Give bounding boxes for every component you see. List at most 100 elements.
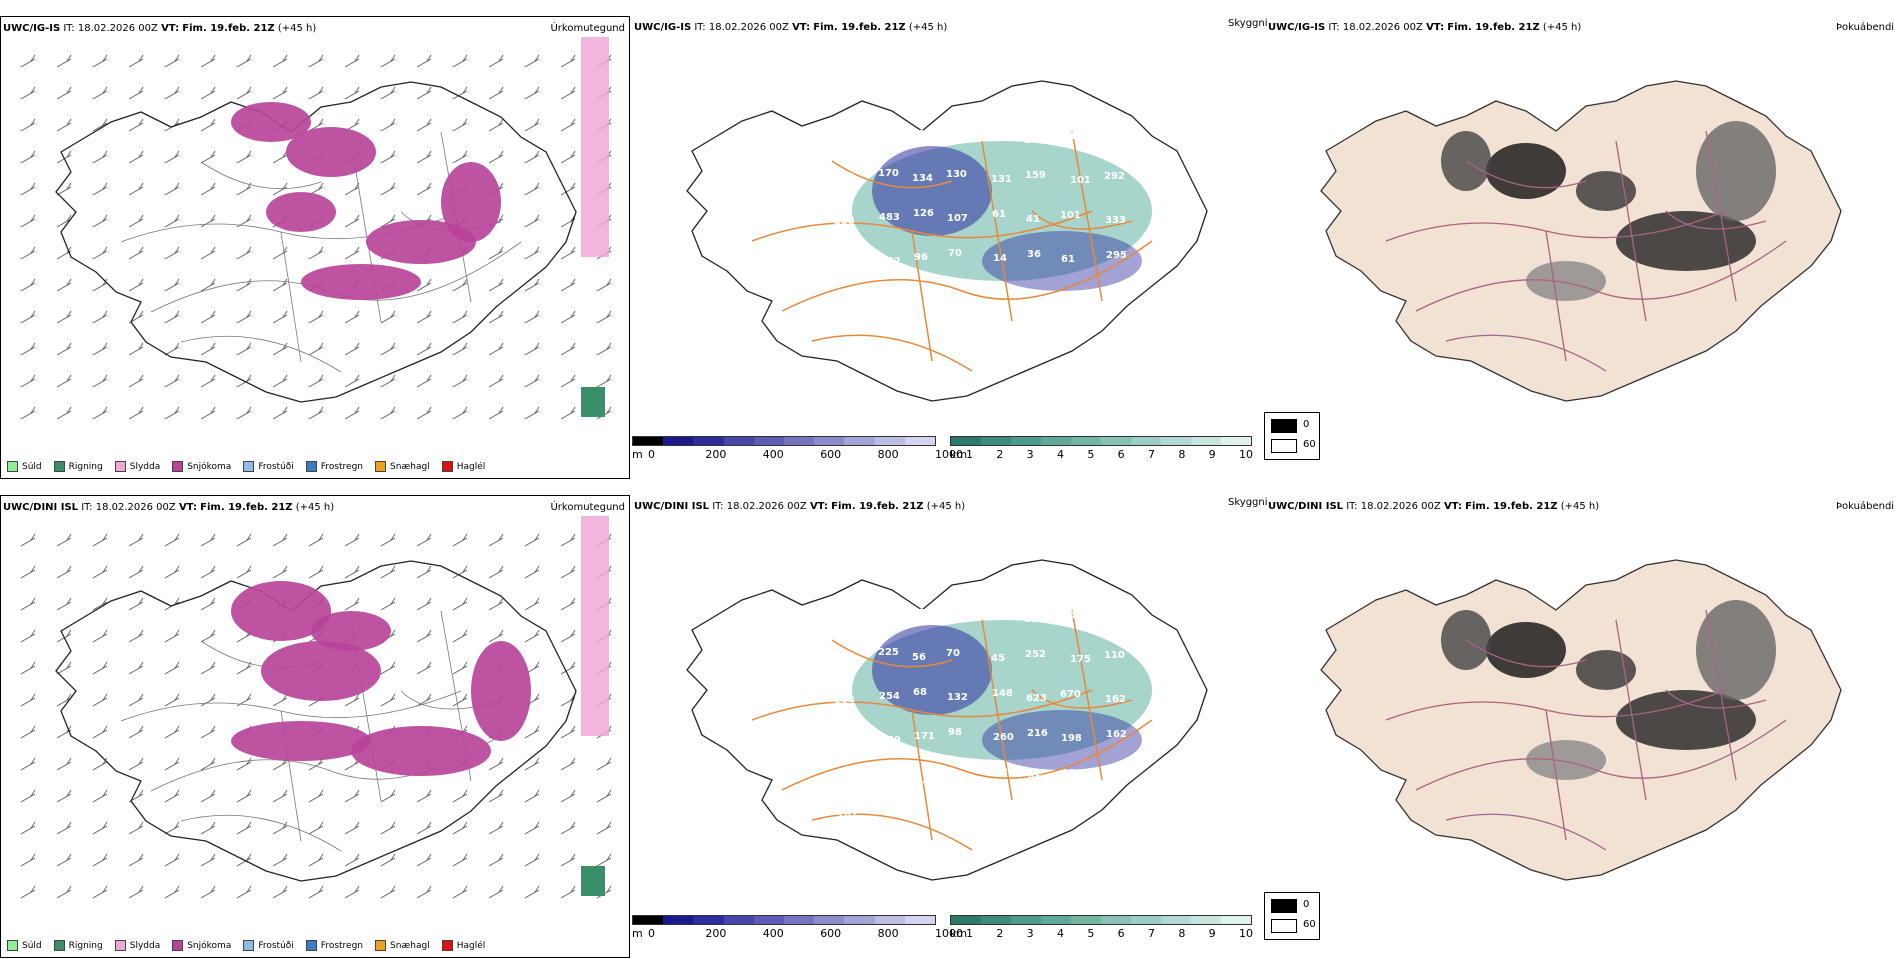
wind-barb: [380, 150, 396, 164]
colorbar-bin: [1161, 437, 1191, 445]
colorbar-tick: 200: [705, 927, 727, 940]
visibility-value-label: 200: [1024, 135, 1045, 146]
wind-barb: [380, 533, 396, 547]
legend-swatch: [114, 940, 126, 951]
wind-barb: [452, 693, 468, 707]
wind-barb: [308, 342, 324, 356]
visibility-map: 219 30 952 178 129 159 365 188 190 225 56 70 45 252 17…: [686, 559, 1208, 881]
colorbar-tick: 8: [1178, 927, 1186, 940]
visibility-value-label: 139: [880, 735, 901, 746]
wind-barb: [92, 629, 108, 643]
visibility-value-label: 116: [835, 251, 856, 262]
fog-index-area: [1616, 211, 1756, 271]
visibility-value-label: 134: [912, 173, 933, 184]
visibility-value-label: 126: [913, 208, 934, 219]
visibility-colorbars-row1: m 0 200 400 600 800 1000 km 1 2 3 4 5 6 7 8 9 10: [632, 436, 1272, 466]
colorbar-bin: [663, 437, 694, 445]
road-line: [1071, 130, 1103, 302]
wind-barb: [272, 789, 288, 803]
wind-barb: [452, 278, 468, 292]
colorbar-bin: [1101, 437, 1131, 445]
colorbar-unit: km: [950, 927, 968, 940]
wind-barb: [92, 118, 108, 132]
legend-label: Súld: [22, 461, 42, 472]
road-line: [280, 231, 302, 363]
wind-barb: [128, 821, 144, 835]
colorbar-tick: 200: [705, 448, 727, 461]
road-line: [981, 619, 1013, 801]
colorbar-tick: 0: [648, 448, 655, 461]
wind-barb: [452, 86, 468, 100]
wind-barb: [92, 565, 108, 579]
legend-item: Slydda: [114, 940, 160, 951]
ceiling-area: [982, 710, 1142, 770]
colorbar-tick: 6: [1117, 927, 1125, 940]
snow-area: [351, 726, 491, 776]
wind-barb: [488, 853, 504, 867]
wind-barb: [20, 278, 36, 292]
visibility-value-label: 45: [991, 653, 1005, 664]
wind-barb: [560, 118, 576, 132]
wind-barb: [452, 533, 468, 547]
legend-swatch: [53, 461, 65, 472]
legend-item: Rigning: [53, 940, 103, 951]
colorbar-tick: 10: [1239, 927, 1253, 940]
visibility-value-label: 159: [1025, 170, 1046, 181]
wind-barb: [416, 885, 432, 899]
colorbar-tick: 9: [1208, 448, 1216, 461]
wind-barb: [56, 342, 72, 356]
wind-barb: [20, 661, 36, 675]
visibility-value-label: 302: [1103, 136, 1124, 147]
legend-item: Snæhagl: [375, 461, 430, 472]
wind-barb: [380, 54, 396, 68]
snow-area: [441, 162, 501, 242]
wind-barb: [20, 725, 36, 739]
colorbar-bin: [1191, 437, 1221, 445]
wind-barb: [128, 374, 144, 388]
visibility-value-label: 148: [992, 688, 1013, 699]
wind-barb: [164, 182, 180, 196]
wind-barb: [344, 182, 360, 196]
wind-barb: [560, 757, 576, 771]
colorbar-bin: [784, 437, 815, 445]
wind-barb: [164, 374, 180, 388]
visibility-value-label: 219: [832, 607, 853, 618]
wind-barb: [344, 86, 360, 100]
panel-parameter-title: Þokuábendi: [1836, 22, 1895, 33]
wind-barb: [488, 150, 504, 164]
visibility-value-label: 190: [833, 651, 854, 662]
wind-barb: [380, 406, 396, 420]
wind-barb: [308, 565, 324, 579]
visibility-value-label: 171: [914, 731, 935, 742]
colorbar-tick: 1000: [935, 448, 963, 461]
wind-barb: [92, 789, 108, 803]
wind-barb: [488, 629, 504, 643]
wind-barb: [236, 821, 252, 835]
rain-area: [581, 866, 605, 896]
colorbar-bin: [1191, 916, 1221, 924]
wind-barb: [596, 342, 612, 356]
wind-barb: [236, 278, 252, 292]
visibility-value-label: 295: [1106, 250, 1127, 261]
visibility-value-label: 130: [946, 169, 967, 180]
precip-legend: Súld Rigning Slydda Snjókoma Frostúði Frostre…: [7, 461, 485, 472]
wind-barb: [308, 86, 324, 100]
colorbar-tick: 4: [1057, 927, 1064, 940]
wind-barb: [344, 853, 360, 867]
rain-area: [581, 387, 605, 417]
colorbar-bin: [753, 437, 785, 445]
wind-barb: [164, 853, 180, 867]
visibility-value-label: 14: [993, 253, 1007, 264]
road-line: [1465, 639, 1587, 667]
wind-barb: [560, 661, 576, 675]
road-line: [981, 140, 1013, 322]
wind-barb: [596, 789, 612, 803]
wind-barb: [452, 885, 468, 899]
visibility-panel-dini: UWC/DINI ISL IT: 18.02.2026 00Z VT: Fim.…: [632, 495, 1268, 958]
visibility-value-label: 181: [837, 809, 858, 820]
colorbar-bin: [1221, 916, 1251, 924]
wind-barb: [344, 565, 360, 579]
colorbar-bin: [1041, 916, 1071, 924]
precip-type-panel-dini: UWC/DINI ISL IT: 18.02.2026 00Z VT: Fim.…: [0, 495, 630, 958]
colorbar-unit: km: [950, 448, 968, 461]
